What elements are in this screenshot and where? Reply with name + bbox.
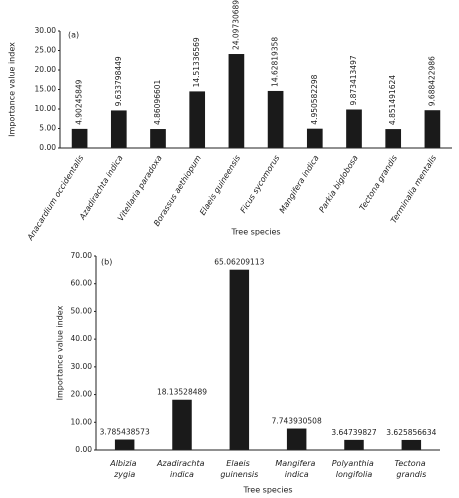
y-axis-title: Importance value index <box>56 305 65 400</box>
value-label: 14.62819358 <box>271 37 280 87</box>
value-label: 4.90245849 <box>75 79 84 125</box>
panel-label: (b) <box>101 258 112 267</box>
y-tick-label: 10.00 <box>71 417 93 426</box>
bar <box>306 128 323 148</box>
x-tick-label: Tectona grandis <box>394 459 428 479</box>
value-label: 4.950582298 <box>310 74 319 124</box>
x-tick-label: Mangifera indica <box>278 154 321 215</box>
value-label: 24.09730689 <box>231 0 240 50</box>
bar <box>286 428 307 450</box>
bar <box>424 110 441 148</box>
value-label: 9.688422986 <box>427 56 436 106</box>
bar <box>344 439 364 450</box>
x-axis-title: Tree species <box>230 228 280 237</box>
bar <box>189 91 206 148</box>
bar <box>150 129 166 148</box>
y-tick-label: 25.00 <box>35 46 57 55</box>
bar <box>71 128 88 148</box>
y-tick-label: 30.00 <box>35 26 57 35</box>
bar <box>172 399 192 450</box>
y-tick-label: 0.00 <box>75 445 92 454</box>
y-tick-label: 40.00 <box>71 334 93 343</box>
y-tick-label: 60.00 <box>71 279 93 288</box>
x-tick-label: Elaeis guinensis <box>220 459 258 479</box>
y-tick-label: 70.00 <box>71 251 93 260</box>
bar <box>385 129 402 148</box>
bar <box>346 109 362 148</box>
x-tick-label: Azadirachta indica <box>156 459 207 479</box>
value-label: 9.633798449 <box>114 56 123 106</box>
bar <box>110 110 127 148</box>
y-tick-label: 10.00 <box>35 104 57 113</box>
bar <box>401 439 422 450</box>
x-tick-label: Terminalia mentalis <box>389 154 438 225</box>
y-tick-label: 20.00 <box>35 65 57 74</box>
value-label: 14.51336569 <box>192 37 201 87</box>
panel-label: (a) <box>68 31 79 40</box>
y-axis-title: Importance value index <box>8 42 17 137</box>
x-tick-label: Ficus sycomorus <box>239 154 282 215</box>
x-tick-label: Elaeis guineensis <box>198 154 242 217</box>
x-tick-label: Azadirachta indica <box>77 154 124 222</box>
y-tick-label: 5.00 <box>39 124 56 133</box>
x-tick-label: Tectona grandis <box>358 154 399 213</box>
x-tick-label: Albizia zygia <box>109 459 139 479</box>
value-label: 65.06209113 <box>214 258 264 267</box>
value-label: 3.64739827 <box>331 428 377 437</box>
value-label: 3.785438573 <box>100 428 150 437</box>
x-tick-label: Vitellaria paradoxa <box>116 154 164 223</box>
value-label: 18.13528489 <box>157 388 207 397</box>
bar <box>229 269 250 450</box>
value-label: 7.743930508 <box>272 417 322 426</box>
bar <box>267 90 284 148</box>
value-label: 4.851491624 <box>388 75 397 125</box>
x-tick-label: Parkia biglobosa <box>317 154 360 215</box>
y-tick-label: 0.00 <box>39 143 56 152</box>
bar <box>114 439 135 450</box>
value-label: 4.86096601 <box>153 79 162 125</box>
bar <box>228 54 245 148</box>
value-label: 3.625856634 <box>386 428 436 437</box>
y-tick-label: 50.00 <box>71 306 93 315</box>
value-label: 9.873413497 <box>349 55 358 105</box>
y-tick-label: 15.00 <box>35 85 57 94</box>
x-tick-label: Polyanthia longifolia <box>332 459 377 479</box>
x-tick-label: Mangifera indica <box>275 459 318 479</box>
y-tick-label: 30.00 <box>71 362 93 371</box>
y-tick-label: 20.00 <box>71 390 93 399</box>
x-axis-title: Tree species <box>242 486 292 495</box>
x-tick-label: Anacardium occidentalis <box>25 154 85 243</box>
